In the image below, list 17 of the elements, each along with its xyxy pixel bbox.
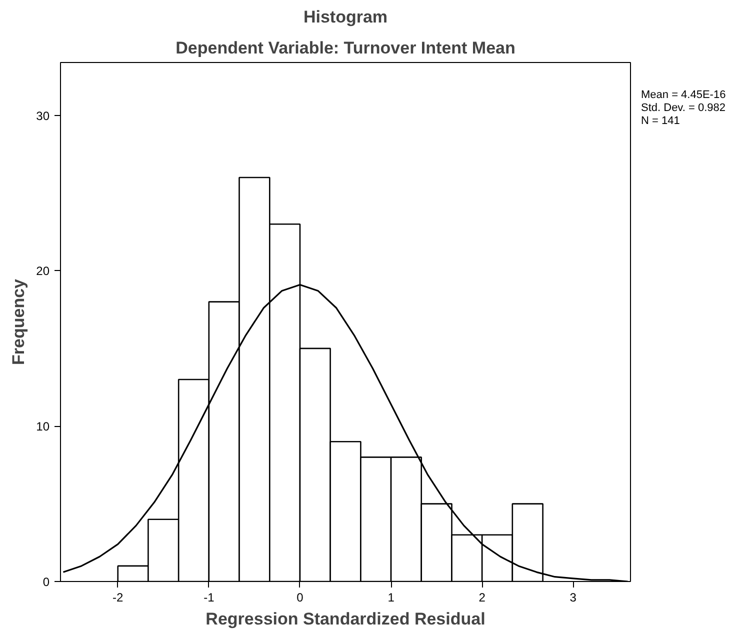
text: Std. Dev. = 0.982 xyxy=(641,102,726,114)
y-tick-label: 0 xyxy=(42,575,50,589)
text: Mean = 4.45E-16 xyxy=(641,89,726,101)
x-tick-label: 0 xyxy=(296,590,304,604)
chart-title: Histogram xyxy=(303,8,388,26)
x-tick-label: 2 xyxy=(478,590,486,604)
x-axis-title: Regression Standardized Residual xyxy=(206,610,486,628)
x-tick-label: 3 xyxy=(570,590,577,604)
y-axis-title: Frequency xyxy=(9,278,28,365)
x-tick-label: -2 xyxy=(112,590,124,604)
x-tick-label: 1 xyxy=(388,590,395,604)
chart-subtitle: Dependent Variable: Turnover Intent Mean xyxy=(176,38,516,58)
text: N = 141 xyxy=(641,115,680,127)
y-tick-label: 10 xyxy=(36,420,50,434)
y-tick-label: 20 xyxy=(36,264,50,278)
y-tick-label: 30 xyxy=(36,108,50,123)
x-tick-label: -1 xyxy=(204,590,215,604)
